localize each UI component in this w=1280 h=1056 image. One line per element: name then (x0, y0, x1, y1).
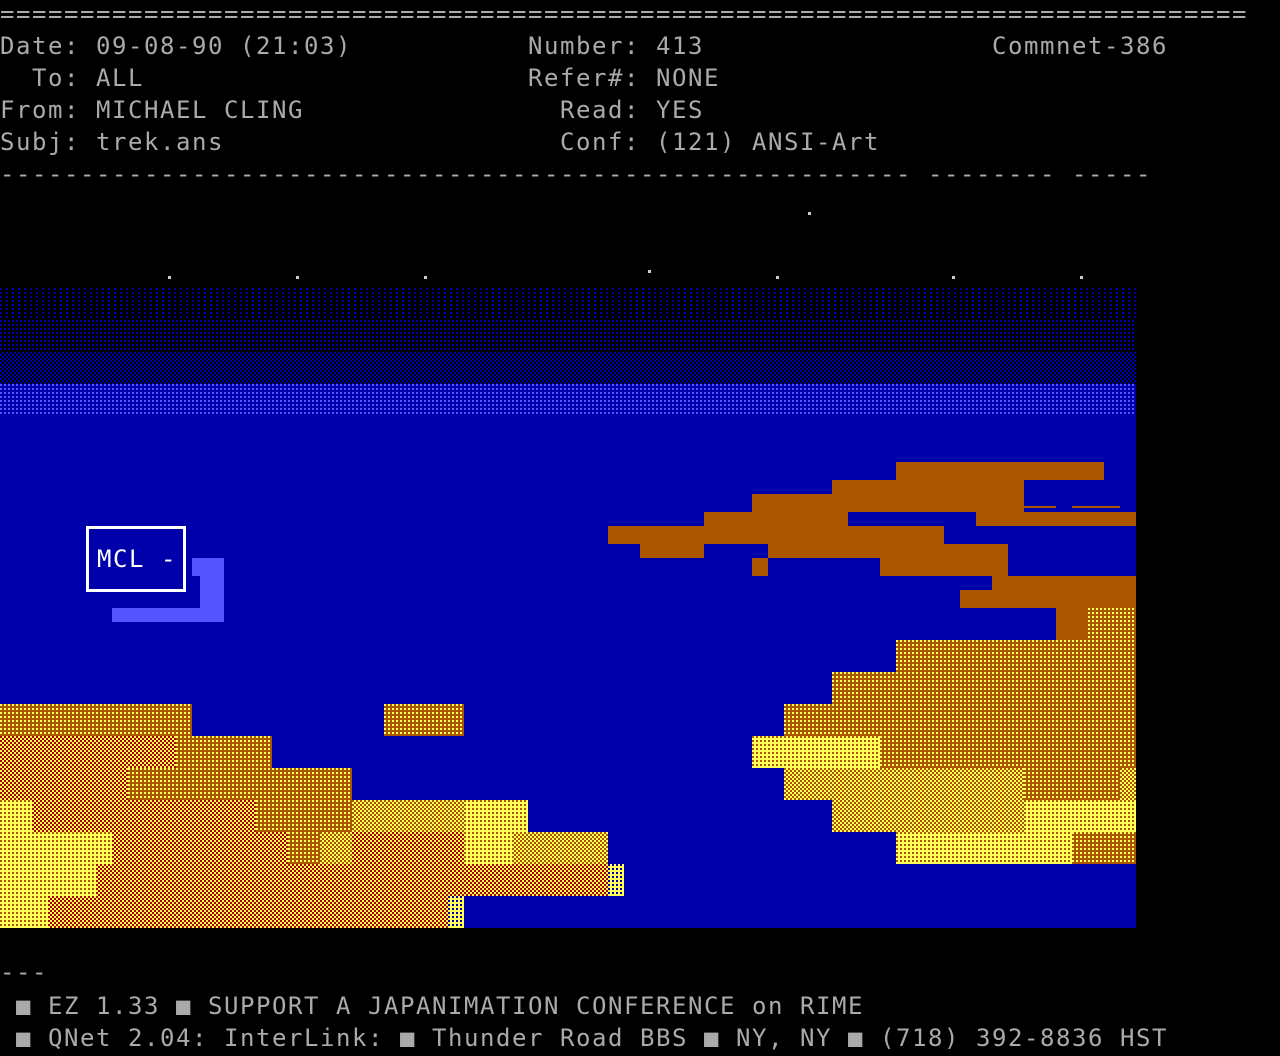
cloud-block (960, 590, 1136, 608)
star (808, 212, 811, 215)
tagline-1: ■ EZ 1.33 ■ SUPPORT A JAPANIMATION CONFE… (0, 992, 864, 1020)
read-label: Read: (560, 96, 640, 124)
land-block (384, 704, 464, 736)
cloud-block (1056, 608, 1088, 640)
star (952, 276, 955, 279)
land-block (112, 832, 288, 864)
land-block (784, 704, 1136, 736)
land-block (128, 768, 352, 800)
cloud-block (608, 526, 944, 544)
cloud-block (880, 558, 1008, 576)
land-block (32, 800, 256, 832)
system-name: Commnet-386 (992, 32, 1168, 60)
cloud-block (640, 544, 704, 558)
land-block (752, 736, 880, 768)
cloud-block (704, 512, 848, 526)
to-value: ALL (96, 64, 144, 92)
land-block (352, 832, 464, 864)
tagline-2: ■ QNet 2.04: InterLink: ■ Thunder Road B… (0, 1024, 1168, 1052)
land-block (0, 896, 48, 928)
land-block (608, 864, 624, 896)
land-block (880, 736, 1136, 768)
conf-value: (121) ANSI-Art (656, 128, 880, 156)
sky-band (0, 384, 1136, 416)
land-block (352, 800, 464, 832)
ansi-art-canvas: MCL - (0, 288, 1136, 928)
land-block (176, 736, 272, 768)
land-block (0, 864, 96, 896)
land-block (1072, 832, 1136, 864)
signature-text: MCL - (97, 545, 177, 573)
cloud-block (976, 512, 1136, 526)
land-block (96, 864, 608, 896)
cloud-block (1072, 506, 1120, 508)
tearline: --- (0, 958, 48, 986)
refer-label: Refer#: (528, 64, 640, 92)
date-value: 09-08-90 (21:03) (96, 32, 352, 60)
from-label: From: (0, 96, 80, 124)
land-block (832, 800, 1024, 832)
header-rule-bottom: ----------------------------------------… (0, 160, 1152, 188)
cloud-block (1024, 506, 1056, 508)
cloud-block (832, 480, 1024, 494)
sky-band (0, 352, 1136, 384)
land-block (896, 640, 1136, 672)
star (168, 276, 171, 279)
cloud-block (752, 494, 1024, 512)
star (648, 270, 651, 273)
land-block (832, 672, 1136, 704)
sky-band (0, 288, 1136, 320)
land-block (448, 896, 464, 928)
star (1080, 276, 1083, 279)
land-block (1024, 800, 1136, 832)
land-block (0, 736, 176, 768)
star (296, 276, 299, 279)
from-value: MICHAEL CLING (96, 96, 304, 124)
subj-value: trek.ans (96, 128, 224, 156)
signature-shadow (192, 558, 200, 576)
conf-label: Conf: (560, 128, 640, 156)
signature-shadow (112, 608, 224, 622)
date-label: Date: (0, 32, 80, 60)
land-block (288, 832, 320, 864)
number-value: 413 (656, 32, 704, 60)
read-value: YES (656, 96, 704, 124)
land-block (0, 768, 128, 800)
land-block (0, 800, 32, 832)
land-block (256, 800, 352, 832)
sky-band (0, 320, 1136, 352)
land-block (464, 800, 528, 832)
to-label: To: (32, 64, 80, 92)
cloud-block (768, 544, 1008, 558)
land-block (0, 832, 112, 864)
land-block (784, 768, 1024, 800)
land-block (512, 832, 608, 864)
land-block (1024, 768, 1120, 800)
subj-label: Subj: (0, 128, 80, 156)
signature-box: MCL - (86, 526, 186, 592)
land-block (464, 832, 512, 864)
land-block (0, 704, 192, 736)
header-rule-top: ========================================… (0, 0, 1248, 28)
land-block (48, 896, 448, 928)
refer-value: NONE (656, 64, 720, 92)
land-block (1120, 768, 1136, 800)
land-block (320, 832, 352, 864)
star (424, 276, 427, 279)
cloud-block (896, 462, 1104, 480)
cloud-block (752, 558, 768, 576)
cloud-block (992, 576, 1136, 590)
number-label: Number: (528, 32, 640, 60)
land-block (1088, 608, 1136, 640)
land-block (896, 832, 1072, 864)
star (776, 276, 779, 279)
